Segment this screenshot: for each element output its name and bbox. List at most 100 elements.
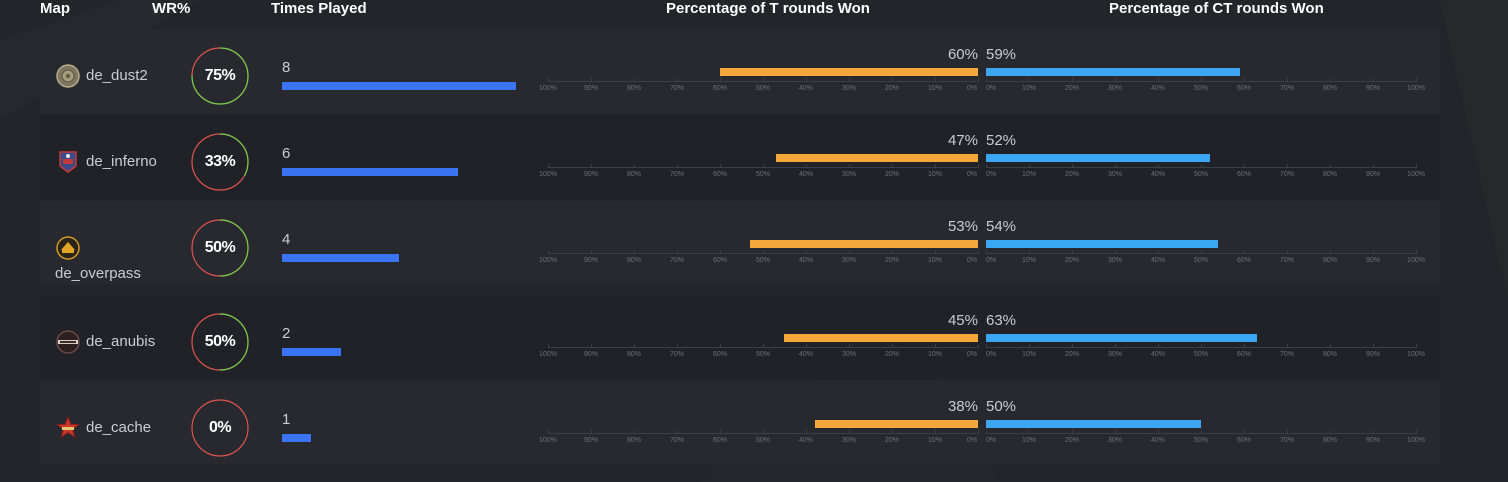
- scale-tick: [1373, 164, 1374, 168]
- scale-tick: [978, 164, 979, 168]
- t-rounds-value: 38%: [947, 398, 978, 415]
- dust2-icon: [56, 64, 80, 88]
- scale-tick: [892, 250, 893, 254]
- scale-tick: [1201, 430, 1202, 434]
- scale-tick-label: 60%: [712, 437, 728, 444]
- scale-tick: [1373, 344, 1374, 348]
- scale-tick: [1244, 164, 1245, 168]
- scale-tick-label: 30%: [1107, 171, 1123, 178]
- map-name[interactable]: de_dust2: [86, 67, 148, 84]
- scale-tick: [1330, 344, 1331, 348]
- scale-tick: [978, 430, 979, 434]
- map-name[interactable]: de_cache: [86, 419, 152, 436]
- scale-tick: [1287, 164, 1288, 168]
- scale-tick: [1244, 250, 1245, 254]
- scale-tick: [978, 78, 979, 82]
- scale-tick: [892, 430, 893, 434]
- scale-tick-label: 50%: [755, 351, 771, 358]
- inferno-icon: [56, 150, 80, 174]
- scale-tick-label: 40%: [1150, 85, 1166, 92]
- scale-tick-label: 50%: [755, 85, 771, 92]
- scale-tick-label: 50%: [755, 437, 771, 444]
- scale-tick-label: 0%: [966, 351, 978, 358]
- scale-tick: [763, 250, 764, 254]
- scale-tick-label: 100%: [1407, 257, 1425, 264]
- scale-tick-label: 100%: [539, 351, 557, 358]
- scale-tick-label: 20%: [1064, 171, 1080, 178]
- scale-tick-label: 90%: [583, 351, 599, 358]
- scale-tick-label: 50%: [755, 257, 771, 264]
- win-rate-value: 50%: [204, 239, 236, 256]
- scale-tick-label: 100%: [539, 437, 557, 444]
- scale-tick-label: 40%: [798, 85, 814, 92]
- map-name[interactable]: de_anubis: [86, 333, 156, 350]
- map-name[interactable]: de_inferno: [86, 153, 157, 170]
- scale-tick: [1115, 344, 1116, 348]
- scale-tick: [634, 164, 635, 168]
- scale-tick: [1029, 164, 1030, 168]
- scale-tick: [1158, 78, 1159, 82]
- scale-tick: [1029, 78, 1030, 82]
- scale-tick-label: 100%: [1407, 171, 1425, 178]
- scale-tick: [548, 78, 549, 82]
- percentage-scale: 100% 90% 80% 70% 60% 50% 40% 30% 20% 10% 0% 0% 10% 20…: [40, 344, 1440, 367]
- scale-tick: [1244, 430, 1245, 434]
- scale-tick: [986, 250, 987, 254]
- scale-tick: [1244, 344, 1245, 348]
- scale-tick-label: 80%: [1322, 171, 1338, 178]
- scale-tick-label: 60%: [712, 85, 728, 92]
- scale-tick: [849, 164, 850, 168]
- scale-tick-label: 10%: [927, 85, 943, 92]
- scale-tick: [1072, 250, 1073, 254]
- scale-tick-label: 70%: [1279, 257, 1295, 264]
- scale-tick: [720, 344, 721, 348]
- scale-tick-label: 60%: [712, 171, 728, 178]
- scale-tick-label: 70%: [1279, 85, 1295, 92]
- header-t-rounds: Percentage of T rounds Won: [666, 0, 870, 17]
- scale-tick-label: 20%: [884, 85, 900, 92]
- scale-tick-label: 90%: [1365, 437, 1381, 444]
- scale-tick: [1158, 164, 1159, 168]
- header-ct-rounds: Percentage of CT rounds Won: [1109, 0, 1324, 17]
- scale-tick: [548, 164, 549, 168]
- ct-rounds-bar: [986, 154, 1210, 162]
- ct-rounds-value: 59%: [986, 46, 1017, 63]
- scale-tick: [763, 344, 764, 348]
- scale-tick: [591, 430, 592, 434]
- scale-tick-label: 70%: [1279, 171, 1295, 178]
- scale-tick-label: 0%: [966, 257, 978, 264]
- scale-tick-label: 80%: [626, 351, 642, 358]
- scale-tick-label: 20%: [884, 437, 900, 444]
- scale-tick-label: 100%: [539, 257, 557, 264]
- times-played-bar: [282, 434, 311, 442]
- scale-tick: [1201, 78, 1202, 82]
- scale-tick-label: 40%: [1150, 351, 1166, 358]
- scale-tick: [849, 344, 850, 348]
- scale-tick: [763, 164, 764, 168]
- scale-tick-label: 90%: [583, 257, 599, 264]
- scale-tick-label: 60%: [1236, 257, 1252, 264]
- scale-tick: [1115, 430, 1116, 434]
- scale-tick: [1072, 164, 1073, 168]
- scale-tick: [986, 164, 987, 168]
- times-played-bar: [282, 254, 399, 262]
- scale-tick: [1029, 250, 1030, 254]
- percentage-scale: 100% 90% 80% 70% 60% 50% 40% 30% 20% 10% 0% 0% 10% 20…: [40, 250, 1440, 273]
- scale-tick-label: 50%: [1193, 437, 1209, 444]
- scale-tick: [1330, 164, 1331, 168]
- scale-tick: [986, 78, 987, 82]
- times-played-value: 6: [282, 145, 291, 162]
- times-played-value: 4: [282, 231, 291, 248]
- scale-tick-label: 0%: [985, 171, 997, 178]
- scale-tick-label: 20%: [1064, 437, 1080, 444]
- scale-tick-label: 90%: [1365, 171, 1381, 178]
- t-rounds-bar: [720, 68, 978, 76]
- scale-tick: [677, 78, 678, 82]
- scale-tick-label: 40%: [798, 171, 814, 178]
- times-played-value: 2: [282, 325, 291, 342]
- scale-tick: [806, 78, 807, 82]
- scale-tick: [1115, 78, 1116, 82]
- scale-tick-label: 50%: [755, 171, 771, 178]
- map-name[interactable]: de_overpass: [55, 265, 141, 282]
- win-rate-ring: [191, 399, 249, 457]
